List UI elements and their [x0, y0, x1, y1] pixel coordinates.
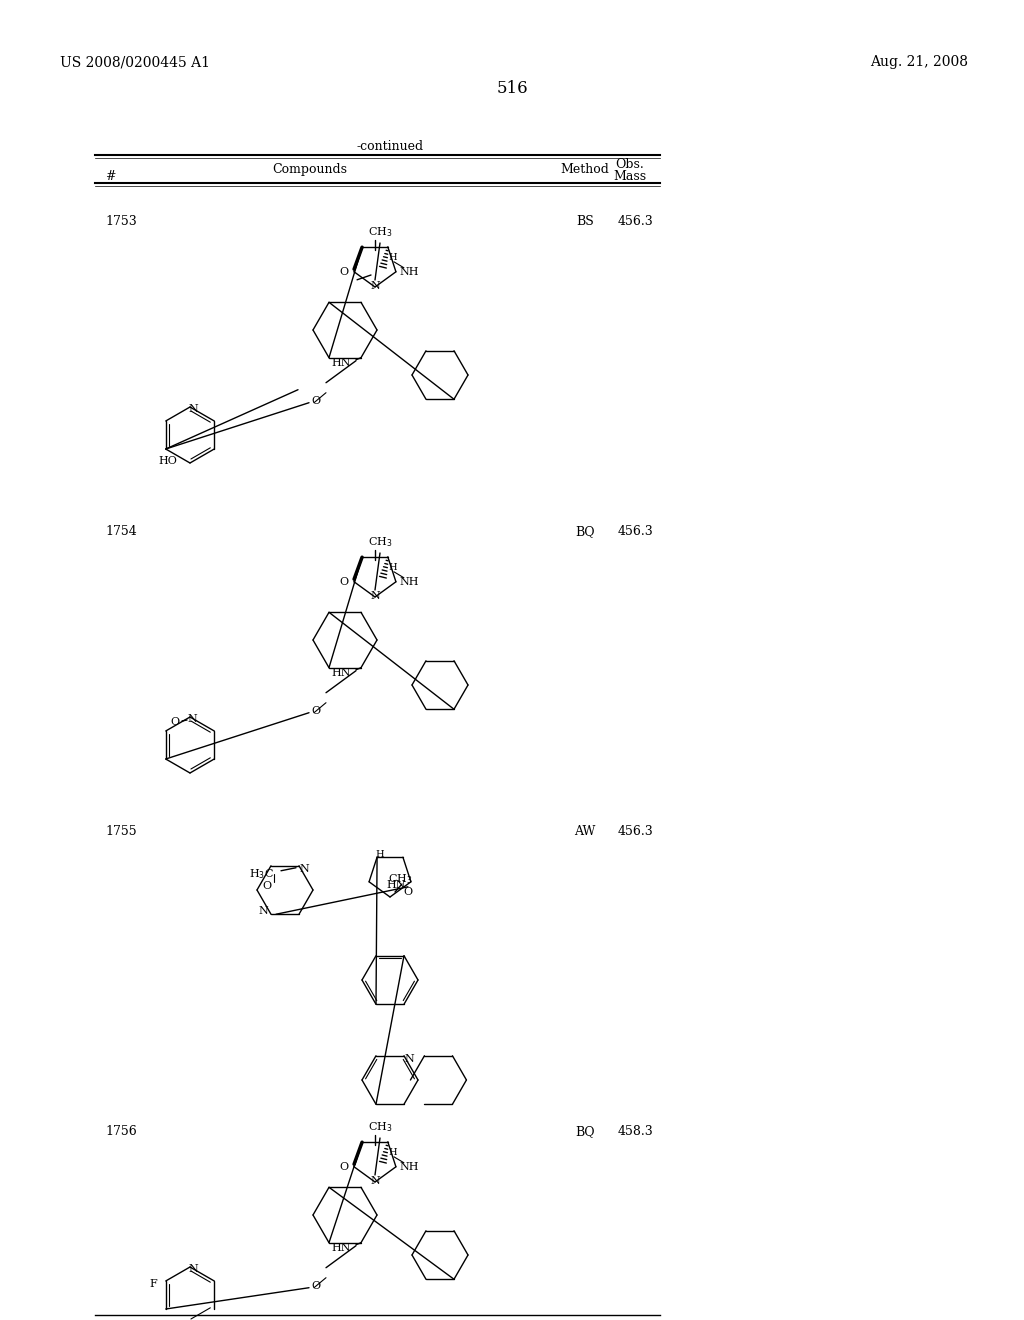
Text: N: N	[370, 591, 380, 601]
Text: NH: NH	[399, 1162, 419, 1172]
Text: CH$_3$: CH$_3$	[368, 226, 392, 239]
Text: HO: HO	[159, 455, 177, 466]
Text: US 2008/0200445 A1: US 2008/0200445 A1	[60, 55, 210, 69]
Text: Mass: Mass	[613, 170, 646, 183]
Text: O: O	[311, 1280, 321, 1291]
Text: #: #	[105, 170, 116, 183]
Text: HN: HN	[331, 358, 351, 368]
Text: O: O	[340, 577, 348, 587]
Text: N: N	[187, 714, 197, 723]
Text: Compounds: Compounds	[272, 162, 347, 176]
Text: H: H	[389, 1147, 397, 1156]
Text: N: N	[370, 281, 380, 290]
Text: NH: NH	[399, 267, 419, 277]
Text: HN: HN	[331, 668, 351, 677]
Text: 1753: 1753	[105, 215, 137, 228]
Text: Method: Method	[560, 162, 609, 176]
Text: O: O	[403, 887, 413, 898]
Text: N: N	[299, 863, 309, 874]
Text: BQ: BQ	[575, 1125, 595, 1138]
Text: N: N	[404, 1053, 414, 1064]
Text: Obs.: Obs.	[615, 158, 644, 172]
Text: NH: NH	[399, 577, 419, 587]
Text: N: N	[258, 907, 268, 916]
Text: 1756: 1756	[105, 1125, 137, 1138]
Text: Aug. 21, 2008: Aug. 21, 2008	[870, 55, 968, 69]
Text: 456.3: 456.3	[617, 825, 653, 838]
Text: H: H	[389, 252, 397, 261]
Text: O: O	[170, 717, 179, 727]
Text: 516: 516	[497, 81, 527, 96]
Text: CH$_3$: CH$_3$	[368, 535, 392, 549]
Text: 1754: 1754	[105, 525, 137, 539]
Text: AW: AW	[574, 825, 596, 838]
Text: 456.3: 456.3	[617, 215, 653, 228]
Text: O: O	[340, 267, 348, 277]
Text: O: O	[311, 396, 321, 405]
Text: CH$_3$: CH$_3$	[368, 1121, 392, 1134]
Text: F: F	[150, 1279, 158, 1290]
Text: H: H	[389, 562, 397, 572]
Text: O: O	[262, 880, 271, 891]
Text: N: N	[188, 404, 198, 414]
Text: H: H	[376, 850, 384, 859]
Text: O: O	[340, 1162, 348, 1172]
Text: -continued: -continued	[356, 140, 424, 153]
Text: H$_3$C: H$_3$C	[249, 867, 273, 880]
Text: CH$_3$: CH$_3$	[388, 873, 413, 886]
Text: N: N	[188, 1265, 198, 1274]
Text: BQ: BQ	[575, 525, 595, 539]
Text: 458.3: 458.3	[617, 1125, 653, 1138]
Text: N: N	[370, 1176, 380, 1185]
Text: HN: HN	[331, 1242, 351, 1253]
Text: 456.3: 456.3	[617, 525, 653, 539]
Text: BS: BS	[577, 215, 594, 228]
Text: HN: HN	[386, 880, 406, 890]
Text: O: O	[311, 706, 321, 715]
Text: 1755: 1755	[105, 825, 136, 838]
